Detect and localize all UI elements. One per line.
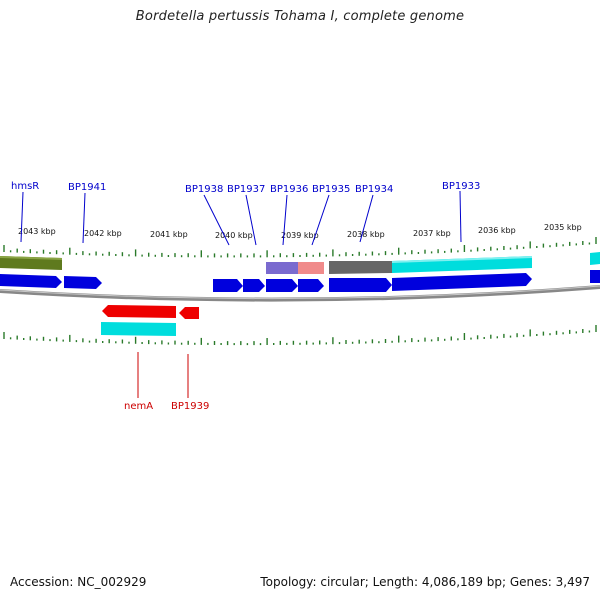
gene-label-nemA[interactable]: nemA	[124, 401, 153, 412]
kbp-label-2037: 2037 kbp	[413, 229, 451, 238]
kbp-label-2040: 2040 kbp	[215, 231, 253, 240]
kbp-label-2039: 2039 kbp	[281, 231, 319, 240]
genome-backbone	[0, 285, 600, 302]
gene-label-hmsR[interactable]: hmsR	[11, 181, 39, 192]
cds-arrow-nemA[interactable]	[102, 305, 176, 318]
kbp-label-2035: 2035 kbp	[544, 223, 582, 232]
feature-track-outer	[0, 252, 600, 274]
genome-title: Bordetella pertussis Tohama I, complete …	[135, 9, 465, 24]
cds-arrow-BP1941[interactable]	[64, 276, 102, 289]
gene-label-BP1941[interactable]: BP1941	[68, 182, 106, 193]
gene-label-BP1936[interactable]: BP1936	[270, 184, 308, 195]
cds-arrow-BP1935[interactable]	[298, 279, 324, 292]
kbp-label-2041: 2041 kbp	[150, 230, 188, 239]
feature-cyan-edge[interactable]	[590, 252, 600, 265]
scale-ticks-bottom	[3, 325, 597, 346]
gene-label-BP1935[interactable]: BP1935	[312, 184, 350, 195]
gene-label-BP1933[interactable]: BP1933	[442, 181, 480, 192]
kbp-label-2042: 2042 kbp	[84, 229, 122, 238]
genome-backbone-highlight	[0, 285, 600, 300]
reverse-gene-labels: nemA BP1939	[124, 401, 209, 412]
gene-label-BP1938[interactable]: BP1938	[185, 184, 223, 195]
forward-label-leaders	[20, 190, 462, 246]
kbp-labels: 2043 kbp 2042 kbp 2041 kbp 2040 kbp 2039…	[18, 223, 582, 240]
feature-cyan-highlight	[392, 256, 532, 263]
genome-info-text: Topology: circular; Length: 4,086,189 bp…	[260, 575, 590, 589]
cds-arrow-BP1934[interactable]	[329, 278, 392, 292]
kbp-label-2036: 2036 kbp	[478, 226, 516, 235]
accession-text: Accession: NC_002929	[10, 575, 147, 589]
feature-purple[interactable]	[266, 262, 298, 274]
feature-olive-highlight	[0, 256, 62, 260]
gene-label-BP1939[interactable]: BP1939	[171, 401, 209, 412]
reverse-cds-track	[101, 305, 199, 336]
cds-arrow-BP1933[interactable]	[392, 273, 532, 291]
scale-ticks-top	[3, 237, 597, 258]
cds-arrow-BP1938[interactable]	[213, 279, 243, 292]
kbp-label-2043: 2043 kbp	[18, 227, 56, 236]
cds-arrow-BP1939[interactable]	[179, 307, 199, 319]
feature-cyan-reverse[interactable]	[101, 322, 176, 336]
feature-pink[interactable]	[298, 262, 324, 274]
kbp-label-2038: 2038 kbp	[347, 230, 385, 239]
cds-arrow-BP1937[interactable]	[243, 279, 265, 292]
forward-cds-track	[0, 270, 600, 292]
cds-arrow-hmsR[interactable]	[0, 274, 62, 288]
cds-arrow-edge[interactable]	[590, 270, 600, 283]
reverse-label-leaders	[137, 352, 189, 398]
cds-arrow-BP1936[interactable]	[266, 279, 298, 292]
gene-label-BP1937[interactable]: BP1937	[227, 184, 265, 195]
forward-gene-labels: hmsR BP1941 BP1938 BP1937 BP1936 BP1935 …	[11, 181, 480, 195]
feature-gray[interactable]	[329, 261, 392, 274]
gene-label-BP1934[interactable]: BP1934	[355, 184, 393, 195]
